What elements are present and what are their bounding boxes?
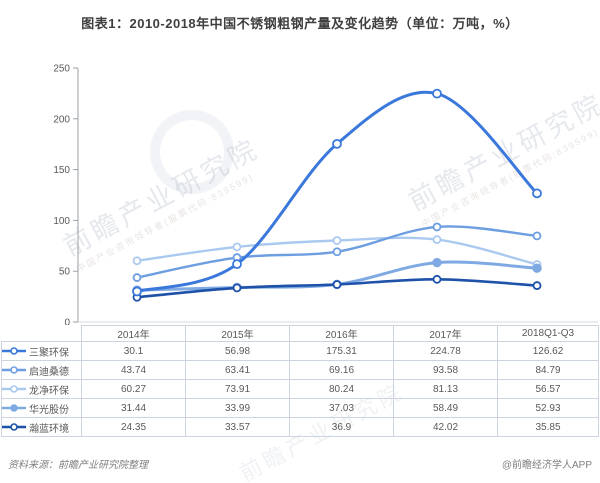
table-header-cell: 2015年 xyxy=(185,325,290,342)
series-name-label: 启迪桑德 xyxy=(29,366,69,378)
table-value-cell: 84.79 xyxy=(497,360,599,380)
series-name-label: 瀚蓝环境 xyxy=(29,423,69,435)
data-point-marker xyxy=(232,242,242,252)
source-note: 资料来源：前瞻产业研究院整理 xyxy=(8,460,148,471)
table-row: 三聚环保 30.1 56.98 175.31 224.78 126.62 xyxy=(1,341,599,361)
table-row: 瀚蓝环境 24.35 33.57 36.9 42.02 35.85 xyxy=(1,417,599,437)
table-header-cell: 2018Q1-Q3 xyxy=(497,325,599,342)
y-axis-tick-label: 50 xyxy=(59,267,71,278)
legend-item: 瀚蓝环境 xyxy=(2,420,81,435)
data-point-marker xyxy=(232,283,242,293)
table-value-cell: 80.24 xyxy=(289,379,394,399)
table-value-cell: 36.9 xyxy=(289,417,394,437)
data-point-marker xyxy=(532,231,542,241)
table-corner-cell xyxy=(2,326,82,342)
chart-title: 图表1：2010-2018年中国不锈钢粗钢产量及变化趋势（单位：万吨，%） xyxy=(81,16,519,31)
legend-marker xyxy=(10,385,18,393)
data-point-marker xyxy=(332,138,342,149)
legend-marker xyxy=(10,423,18,431)
table-value-cell: 31.44 xyxy=(81,398,186,418)
table-value-cell: 30.1 xyxy=(81,341,186,361)
credit-note: @前瞻经济学人APP xyxy=(501,460,592,471)
table-row: 华光股份 31.44 33.99 37.03 58.49 52.93 xyxy=(1,398,599,418)
legend-cell: 瀚蓝环境 xyxy=(1,417,82,437)
table-value-cell: 63.41 xyxy=(185,360,290,380)
table-value-cell: 33.57 xyxy=(185,417,290,437)
data-point-marker xyxy=(532,281,542,290)
legend-line-marker-icon xyxy=(2,366,26,374)
table-body: 三聚环保 30.1 56.98 175.31 224.78 126.62 启迪桑德 43.74… xyxy=(1,341,599,437)
legend-cell: 华光股份 xyxy=(1,398,82,418)
table-value-cell: 69.16 xyxy=(289,360,394,380)
table-value-cell: 24.35 xyxy=(81,417,186,437)
table-value-cell: 43.74 xyxy=(81,360,186,380)
y-axis-tick-label: 150 xyxy=(53,165,70,176)
table-value-cell: 58.49 xyxy=(393,398,498,418)
table-header-cell: 2016年 xyxy=(289,325,394,342)
legend-marker xyxy=(10,366,18,374)
legend-marker xyxy=(10,404,18,412)
table-value-cell: 56.57 xyxy=(497,379,599,399)
table-value-cell: 60.27 xyxy=(81,379,186,399)
table-value-cell: 73.91 xyxy=(185,379,290,399)
data-point-marker xyxy=(232,259,242,270)
legend-line-marker-icon xyxy=(2,423,26,431)
data-point-marker xyxy=(432,222,442,232)
legend-line-marker-icon xyxy=(2,385,26,393)
data-table: 2014年 2015年 2016年 2017年 2018Q1-Q3 三聚环保 30.1 56… xyxy=(1,325,599,437)
y-axis-tick-label: 0 xyxy=(64,318,70,326)
data-point-marker xyxy=(432,274,442,284)
y-axis-tick-label: 100 xyxy=(53,216,70,227)
legend-item: 龙净环保 xyxy=(2,382,81,397)
series-name-label: 三聚环保 xyxy=(29,347,69,359)
series-name-label: 华光股份 xyxy=(29,404,69,416)
table-row: 启迪桑德 43.74 63.41 69.16 93.58 84.79 xyxy=(1,360,599,380)
legend-marker xyxy=(10,347,18,355)
data-point-marker xyxy=(532,188,542,199)
legend-item: 三聚环保 xyxy=(2,344,81,359)
y-axis-tick-label: 250 xyxy=(53,64,70,75)
table-value-cell: 52.93 xyxy=(497,398,599,418)
table-header: 2014年 2015年 2016年 2017年 2018Q1-Q3 xyxy=(2,325,599,342)
legend-cell: 启迪桑德 xyxy=(1,360,82,380)
legend-item: 启迪桑德 xyxy=(2,363,81,378)
y-axis-tick-label: 200 xyxy=(53,114,70,125)
table-value-cell: 175.31 xyxy=(289,341,394,361)
data-point-marker xyxy=(532,263,542,273)
table-header-cell: 2014年 xyxy=(81,325,186,342)
line-chart: 0 50 100 150 200 250 xyxy=(53,64,598,326)
data-point-marker xyxy=(132,256,142,266)
legend-line-marker-icon xyxy=(2,404,26,412)
table-value-cell: 42.02 xyxy=(393,417,498,437)
legend-cell: 龙净环保 xyxy=(1,379,82,399)
data-point-marker xyxy=(432,257,442,268)
table-value-cell: 56.98 xyxy=(185,341,290,361)
table-value-cell: 126.62 xyxy=(497,341,599,361)
data-point-marker xyxy=(432,88,442,99)
table-value-cell: 224.78 xyxy=(393,341,498,361)
table-row: 龙净环保 60.27 73.91 80.24 81.13 56.57 xyxy=(1,379,599,399)
table-header-row: 2014年 2015年 2016年 2017年 2018Q1-Q3 xyxy=(2,325,599,342)
legend-line-marker-icon xyxy=(2,347,26,355)
data-point-marker xyxy=(332,247,342,257)
legend-item: 华光股份 xyxy=(2,401,81,416)
data-point-marker xyxy=(132,273,142,282)
data-point-marker xyxy=(332,236,342,245)
table-value-cell: 93.58 xyxy=(393,360,498,380)
table-value-cell: 33.99 xyxy=(185,398,290,418)
legend-cell: 三聚环保 xyxy=(1,341,82,361)
data-point-marker xyxy=(332,280,342,289)
table-header-cell: 2017年 xyxy=(393,325,498,342)
data-point-marker xyxy=(432,235,442,244)
table-value-cell: 35.85 xyxy=(497,417,599,437)
table-value-cell: 37.03 xyxy=(289,398,394,418)
data-point-marker xyxy=(132,286,142,297)
series-name-label: 龙净环保 xyxy=(29,385,69,397)
table-value-cell: 81.13 xyxy=(393,379,498,399)
